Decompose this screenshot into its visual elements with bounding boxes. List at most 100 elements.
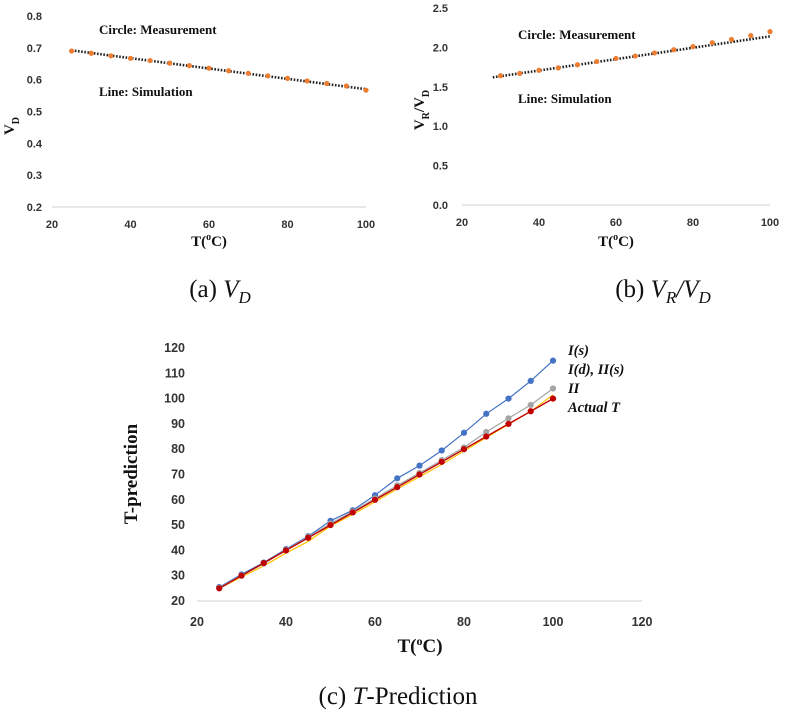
series-point (460, 446, 468, 453)
y-tick-label: 60 (171, 493, 185, 507)
chart-a-y-axis-label: VD (2, 117, 22, 135)
measurement-point (594, 58, 600, 65)
measurement-point (167, 60, 173, 66)
measurement-point (284, 75, 291, 81)
y-tick-label: 100 (164, 392, 185, 406)
series-point (527, 377, 534, 384)
y-tick-label: 1.5 (433, 82, 448, 94)
measurement-point (147, 57, 153, 64)
y-tick-label: 80 (171, 442, 185, 456)
series-point (305, 534, 312, 541)
y-tick-label: 0.3 (27, 170, 42, 182)
chart-c-legend-actual-t: Actual T (567, 400, 621, 416)
measurement-point (632, 53, 638, 59)
chart-b-simulation-line (492, 35, 771, 79)
x-tick-label: 80 (687, 217, 699, 229)
measurement-point (690, 44, 696, 50)
series-point (505, 395, 512, 402)
measurement-point (728, 36, 735, 43)
series-point (238, 572, 245, 579)
y-tick-label: 0.5 (27, 107, 42, 119)
chart-b-caption: (b) VR/VD (615, 276, 711, 307)
y-tick-label: 0.7 (27, 43, 42, 55)
measurement-point (245, 70, 251, 76)
measurement-point (108, 53, 114, 59)
measurement-point (88, 50, 94, 56)
series-point (505, 420, 512, 427)
chart-c-caption: (c) T-Prediction (319, 683, 478, 710)
chart-b-measurement-points (497, 29, 773, 79)
measurement-point (574, 62, 581, 68)
measurement-point (651, 50, 658, 56)
x-tick-label: 20 (456, 217, 468, 229)
x-tick-label: 40 (533, 217, 545, 229)
series-point (416, 471, 423, 478)
y-tick-label: 110 (165, 366, 185, 380)
measurement-point (324, 80, 330, 87)
measurement-point (497, 73, 504, 79)
measurement-point (363, 87, 369, 93)
series-line (219, 360, 554, 588)
chart-c-x-axis-label: T(oC) (397, 634, 442, 657)
measurement-point (265, 73, 271, 79)
series-point (505, 415, 512, 422)
chart-c-legend-is: I(s) (567, 343, 589, 359)
series-point (394, 484, 401, 491)
chart-c-series-lines (218, 360, 554, 590)
y-tick-label: 20 (171, 594, 185, 608)
y-tick-label: 30 (171, 569, 185, 583)
y-tick-label: 0.4 (27, 138, 43, 150)
series-point (349, 509, 356, 516)
measurement-point (343, 83, 349, 89)
chart-c-y-axis-label: T-prediction (121, 423, 142, 524)
series-point (527, 408, 534, 415)
x-tick-label: 80 (281, 219, 293, 231)
series-point (483, 428, 490, 436)
x-tick-label: 40 (279, 615, 293, 629)
y-tick-label: 0.2 (27, 202, 42, 214)
measurement-point (226, 68, 232, 74)
measurement-point (517, 70, 523, 77)
simulation-line (492, 35, 771, 79)
series-point (416, 462, 423, 469)
x-tick-label: 100 (357, 219, 375, 231)
series-point (282, 547, 290, 554)
x-tick-label: 80 (457, 615, 471, 629)
series-point (549, 357, 557, 364)
series-point (438, 458, 445, 465)
y-tick-label: 90 (171, 417, 185, 431)
chart-b-y-axis-label: VR/VD (412, 90, 432, 130)
y-tick-label: 1.0 (433, 121, 448, 133)
chart-a-x-axis-label: T(oC) (191, 232, 227, 250)
chart-a-measurement-points (69, 48, 369, 93)
y-tick-label: 0.5 (433, 161, 448, 173)
chart-c-legend-id-iis: I(d), II(s) (567, 362, 624, 378)
y-tick-label: 0.6 (27, 75, 42, 87)
measurement-point (304, 78, 310, 84)
series-point (527, 401, 534, 409)
series-point (549, 395, 557, 402)
measurement-point (536, 67, 542, 73)
series-point (260, 559, 267, 567)
chart-b-x-tick-labels: 20 40 60 80 100 (456, 217, 779, 229)
chart-a-simulation-line (71, 49, 367, 91)
series-line (218, 397, 554, 590)
x-tick-label: 100 (761, 217, 779, 229)
series-point (460, 429, 468, 436)
x-tick-label: 40 (124, 219, 136, 231)
simulation-line (71, 49, 367, 91)
chart-c-x-tick-labels: 20 40 60 80 100 120 (190, 615, 652, 629)
measurement-point (69, 48, 75, 54)
measurement-point (748, 32, 754, 39)
chart-c-y-tick-labels: 20 30 40 50 60 70 80 90 100 110 120 (164, 341, 185, 608)
chart-a-annotation-measurement: Circle: Measurement (99, 22, 217, 37)
measurement-point (206, 65, 212, 71)
measurement-point (709, 40, 715, 46)
series-point (483, 433, 490, 440)
chart-a-x-tick-labels: 20 40 60 80 100 (46, 219, 375, 231)
chart-b-x-axis-label: T(oC) (598, 232, 634, 250)
y-tick-label: 70 (171, 468, 185, 482)
chart-a: 0.2 0.3 0.4 0.5 0.6 0.7 0.8 20 40 60 80 100 Circle… (2, 11, 375, 307)
chart-c-series-points (216, 357, 557, 592)
